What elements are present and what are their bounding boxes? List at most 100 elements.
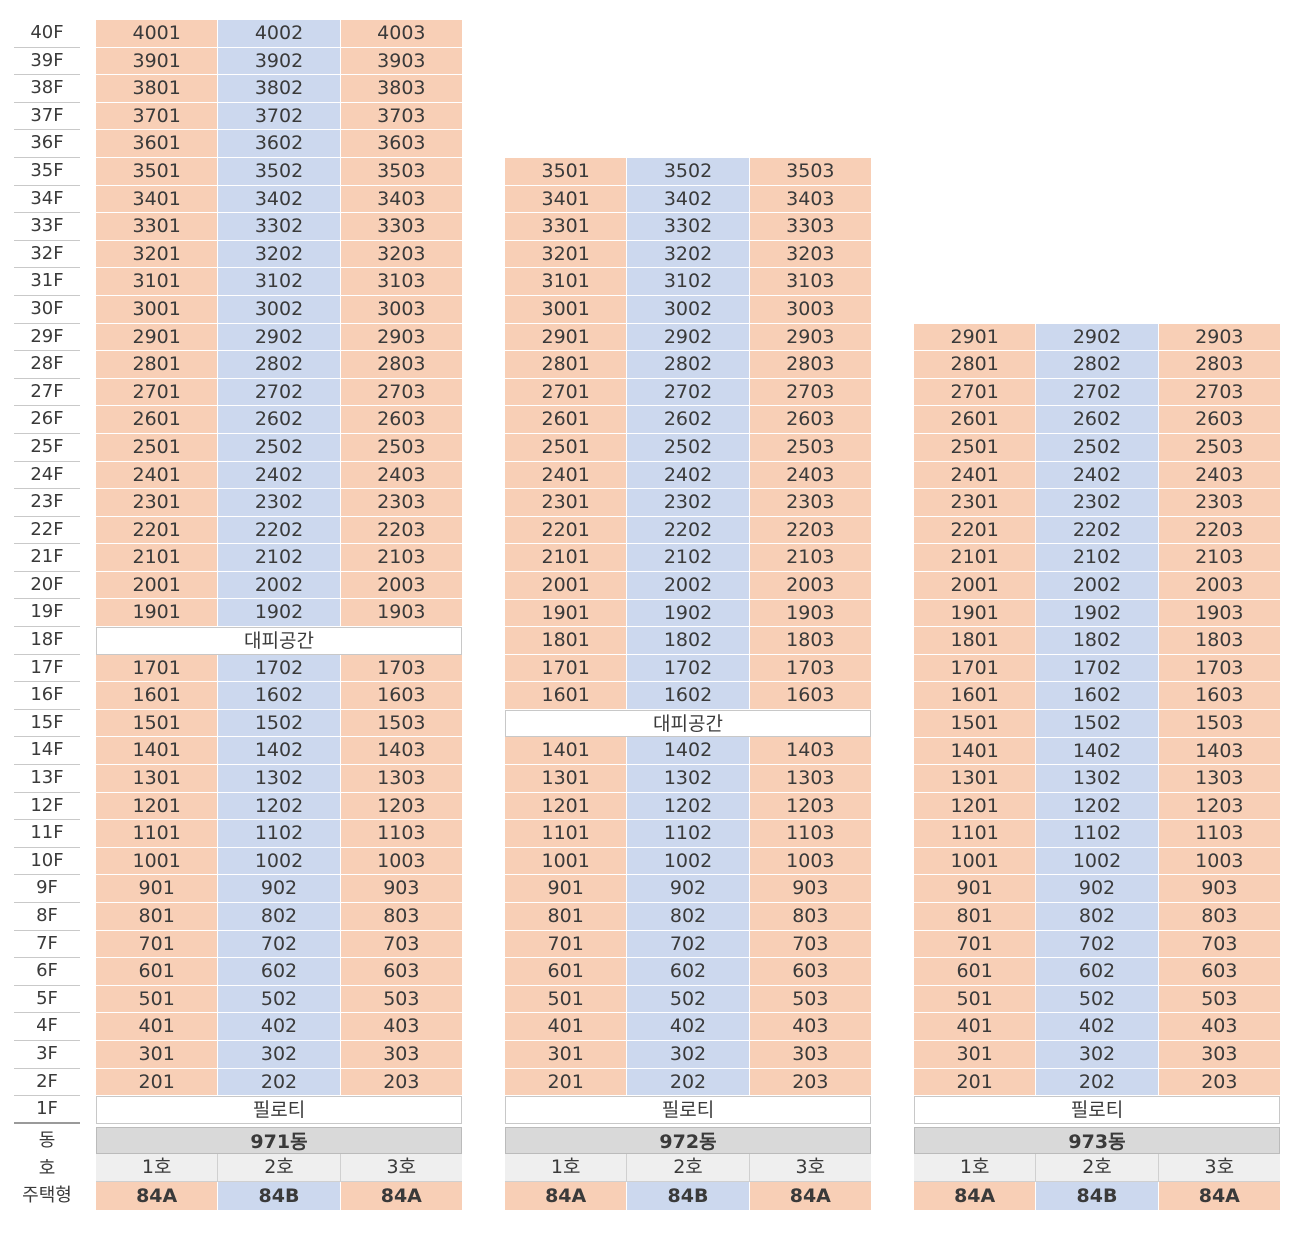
floor-label: 1F bbox=[14, 1096, 80, 1124]
floor-row-4: 401 402 403 bbox=[96, 1013, 462, 1041]
unit-cell: 2701 bbox=[505, 378, 628, 407]
unit-cell: 1701 bbox=[914, 654, 1037, 683]
floor-row-18: 대피공간 bbox=[96, 627, 462, 655]
unit-cell: 902 bbox=[218, 875, 341, 903]
unit-cell: 303 bbox=[1158, 1041, 1280, 1069]
ho-label: 1호 bbox=[96, 1154, 219, 1182]
unit-cell: 2902 bbox=[1036, 323, 1159, 352]
floor-row-6: 601 602 603 bbox=[96, 958, 462, 986]
unit-cell: 2902 bbox=[218, 323, 341, 352]
housing-type-label: 84B bbox=[1036, 1182, 1159, 1210]
floor-row-27: 2701 2702 2703 bbox=[96, 378, 462, 407]
floor-label: 28F bbox=[14, 351, 80, 379]
floor-row-13: 1301 1302 1303 bbox=[96, 765, 462, 793]
unit-cell: 802 bbox=[1036, 903, 1159, 931]
unit-cell: 2901 bbox=[914, 323, 1037, 352]
floor-row-8: 801 802 803 bbox=[96, 903, 462, 931]
floor-label: 13F bbox=[14, 765, 80, 793]
floor-label: 21F bbox=[14, 544, 80, 572]
unit-cell: 1603 bbox=[749, 682, 871, 710]
floor-row-22: 2201 2202 2203 bbox=[914, 516, 1280, 545]
unit-cell: 2602 bbox=[218, 406, 341, 434]
unit-cell: 2901 bbox=[505, 323, 628, 352]
unit-cell: 1101 bbox=[505, 820, 628, 848]
unit-cell: 1303 bbox=[749, 765, 871, 793]
unit-cell: 903 bbox=[749, 875, 871, 904]
unit-cell: 2402 bbox=[218, 461, 341, 490]
unit-cell: 3501 bbox=[96, 157, 219, 186]
floor-row-36: 3601 3602 3603 bbox=[96, 130, 462, 158]
floor-label: 34F bbox=[14, 186, 80, 214]
floor-row-14: 1401 1402 1403 bbox=[505, 737, 871, 766]
unit-cell: 1301 bbox=[914, 765, 1037, 793]
floor-row-39: 3901 3902 3903 bbox=[96, 47, 462, 76]
unit-cell: 1101 bbox=[96, 820, 219, 848]
floor-label: 35F bbox=[14, 158, 80, 186]
floor-row-1: 필로티 bbox=[96, 1096, 462, 1124]
unit-cell: 1003 bbox=[340, 847, 462, 876]
floor-label: 37F bbox=[14, 103, 80, 131]
unit-cell: 1902 bbox=[1036, 599, 1159, 628]
unit-cell: 803 bbox=[340, 903, 462, 931]
unit-cell: 201 bbox=[505, 1068, 628, 1097]
floor-label: 5F bbox=[14, 986, 80, 1014]
floor-row-29: 2901 2902 2903 bbox=[914, 323, 1280, 352]
floor-row-12: 1201 1202 1203 bbox=[914, 792, 1280, 821]
unit-cell: 2902 bbox=[627, 323, 750, 352]
floor-label: 18F bbox=[14, 627, 80, 655]
floor-row-20: 2001 2002 2003 bbox=[914, 571, 1280, 600]
floor-label: 11F bbox=[14, 820, 80, 848]
floor-label: 9F bbox=[14, 875, 80, 903]
unit-cell: 701 bbox=[505, 930, 628, 959]
unit-cell: 1701 bbox=[505, 654, 628, 683]
unit-cell: 3503 bbox=[749, 158, 871, 186]
unit-cell: 303 bbox=[340, 1040, 462, 1069]
unit-cell: 1603 bbox=[1158, 682, 1280, 710]
unit-cell: 3401 bbox=[96, 185, 219, 214]
unit-cell: 2302 bbox=[627, 489, 750, 517]
refuge-space-cell: 대피공간 bbox=[505, 709, 871, 738]
unit-cell: 603 bbox=[1158, 958, 1280, 986]
unit-cell: 1302 bbox=[1036, 765, 1159, 793]
unit-cell: 1403 bbox=[340, 737, 462, 766]
unit-cell: 1901 bbox=[505, 599, 628, 628]
unit-cell: 1803 bbox=[1158, 627, 1280, 655]
unit-cell: 1703 bbox=[340, 654, 462, 683]
unit-cell: 2703 bbox=[1158, 378, 1280, 407]
unit-cell: 2903 bbox=[1158, 323, 1280, 352]
floor-row-21: 2101 2102 2103 bbox=[914, 544, 1280, 572]
unit-cell: 3201 bbox=[505, 240, 628, 269]
unit-cell: 1801 bbox=[914, 627, 1037, 655]
floor-row-15: 1501 1502 1503 bbox=[96, 709, 462, 738]
floor-row-7: 701 702 703 bbox=[96, 930, 462, 959]
floor-row-35: 3501 3502 3503 bbox=[96, 157, 462, 186]
floor-row-23: 2301 2302 2303 bbox=[914, 489, 1280, 517]
unit-cell: 2603 bbox=[749, 406, 871, 434]
unit-cell: 501 bbox=[96, 985, 219, 1014]
unit-cell: 2003 bbox=[340, 571, 462, 600]
ho-label: 3호 bbox=[1158, 1154, 1280, 1182]
unit-cell: 2101 bbox=[914, 544, 1037, 572]
unit-cell: 1302 bbox=[627, 765, 750, 793]
floor-label: 39F bbox=[14, 48, 80, 76]
unit-cell: 703 bbox=[1158, 930, 1280, 959]
unit-cell: 1202 bbox=[1036, 792, 1159, 821]
unit-cell: 2503 bbox=[1158, 433, 1280, 462]
unit-cell: 2303 bbox=[749, 489, 871, 517]
unit-cell: 1502 bbox=[218, 709, 341, 738]
unit-cell: 2803 bbox=[340, 351, 462, 379]
unit-cell: 2703 bbox=[340, 378, 462, 407]
unit-cell: 2502 bbox=[627, 433, 750, 462]
unit-cell: 3101 bbox=[505, 268, 628, 296]
floor-row-35: 3501 3502 3503 bbox=[505, 158, 871, 186]
floor-label: 31F bbox=[14, 268, 80, 296]
floor-row-8: 801 802 803 bbox=[914, 903, 1280, 931]
unit-cell: 1201 bbox=[914, 792, 1037, 821]
unit-cell: 2801 bbox=[914, 351, 1037, 379]
unit-cell: 602 bbox=[627, 958, 750, 986]
unit-cell: 3203 bbox=[340, 240, 462, 269]
unit-cell: 2302 bbox=[1036, 489, 1159, 517]
unit-cell: 2202 bbox=[218, 516, 341, 545]
unit-cell: 702 bbox=[627, 930, 750, 959]
unit-cell: 301 bbox=[505, 1041, 628, 1069]
